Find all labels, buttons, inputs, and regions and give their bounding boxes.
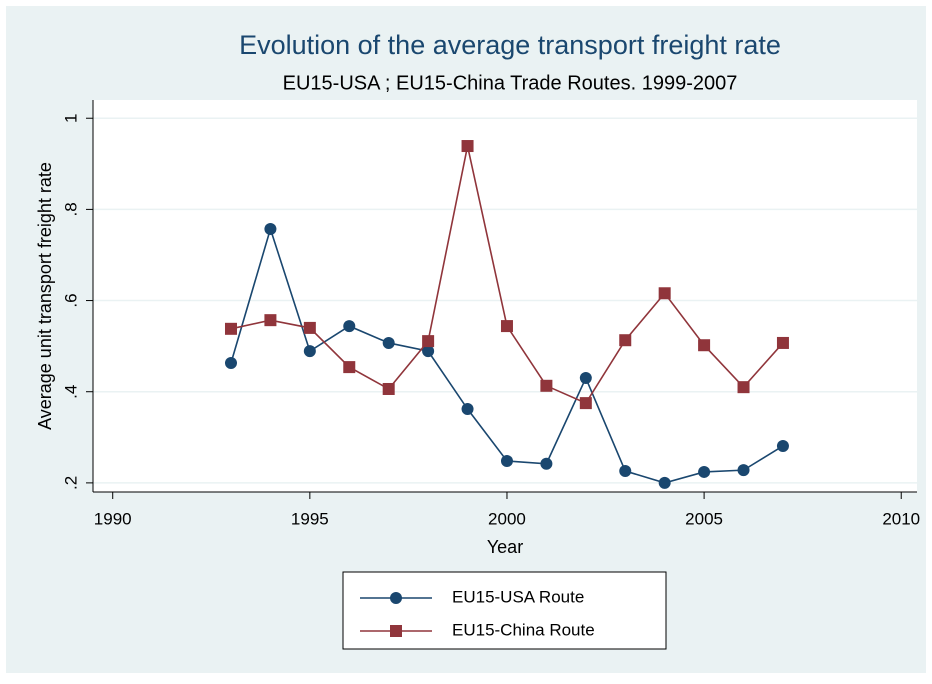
y-tick-label: .6: [61, 293, 80, 307]
data-point: [540, 457, 553, 470]
data-point: [776, 336, 789, 349]
y-axis-title: Average unit transport freight rate: [35, 162, 55, 430]
data-point: [343, 361, 356, 374]
plot-area: [93, 100, 917, 492]
y-tick-label: .4: [61, 385, 80, 399]
legend-marker: [390, 592, 402, 604]
data-point: [658, 476, 671, 489]
x-tick-label: 1995: [291, 509, 329, 528]
data-point: [224, 357, 237, 370]
data-point: [382, 336, 395, 349]
data-point: [422, 345, 435, 358]
data-point: [737, 464, 750, 477]
chart-subtitle: EU15-USA ; EU15-China Trade Routes. 1999…: [283, 72, 738, 94]
data-point: [264, 314, 277, 327]
data-point: [658, 287, 671, 300]
data-point: [500, 455, 513, 468]
data-point: [776, 439, 789, 452]
chart-title: Evolution of the average transport freig…: [239, 30, 781, 60]
y-tick-label: 1: [61, 113, 80, 122]
data-point: [540, 379, 553, 392]
data-point: [264, 222, 277, 235]
x-tick-label: 2000: [488, 509, 526, 528]
data-point: [224, 322, 237, 335]
data-point: [422, 335, 435, 348]
data-point: [619, 465, 632, 478]
data-point: [619, 334, 632, 347]
data-point: [698, 465, 711, 478]
data-point: [461, 403, 474, 416]
data-point: [343, 320, 356, 333]
data-point: [737, 381, 750, 394]
legend-marker: [390, 625, 402, 637]
y-tick-label: .8: [61, 202, 80, 216]
data-point: [303, 345, 316, 358]
y-tick-label: .2: [61, 476, 80, 490]
x-tick-label: 1990: [94, 509, 132, 528]
data-point: [382, 382, 395, 395]
x-axis-title: Year: [487, 537, 523, 557]
data-point: [698, 339, 711, 352]
x-tick-label: 2005: [685, 509, 723, 528]
data-point: [579, 372, 592, 385]
data-point: [303, 321, 316, 334]
data-point: [500, 320, 513, 333]
data-point: [461, 140, 474, 153]
legend-label: EU15-USA Route: [452, 587, 584, 606]
legend-label: EU15-China Route: [452, 620, 595, 639]
data-point: [579, 397, 592, 410]
x-tick-label: 2010: [882, 509, 920, 528]
